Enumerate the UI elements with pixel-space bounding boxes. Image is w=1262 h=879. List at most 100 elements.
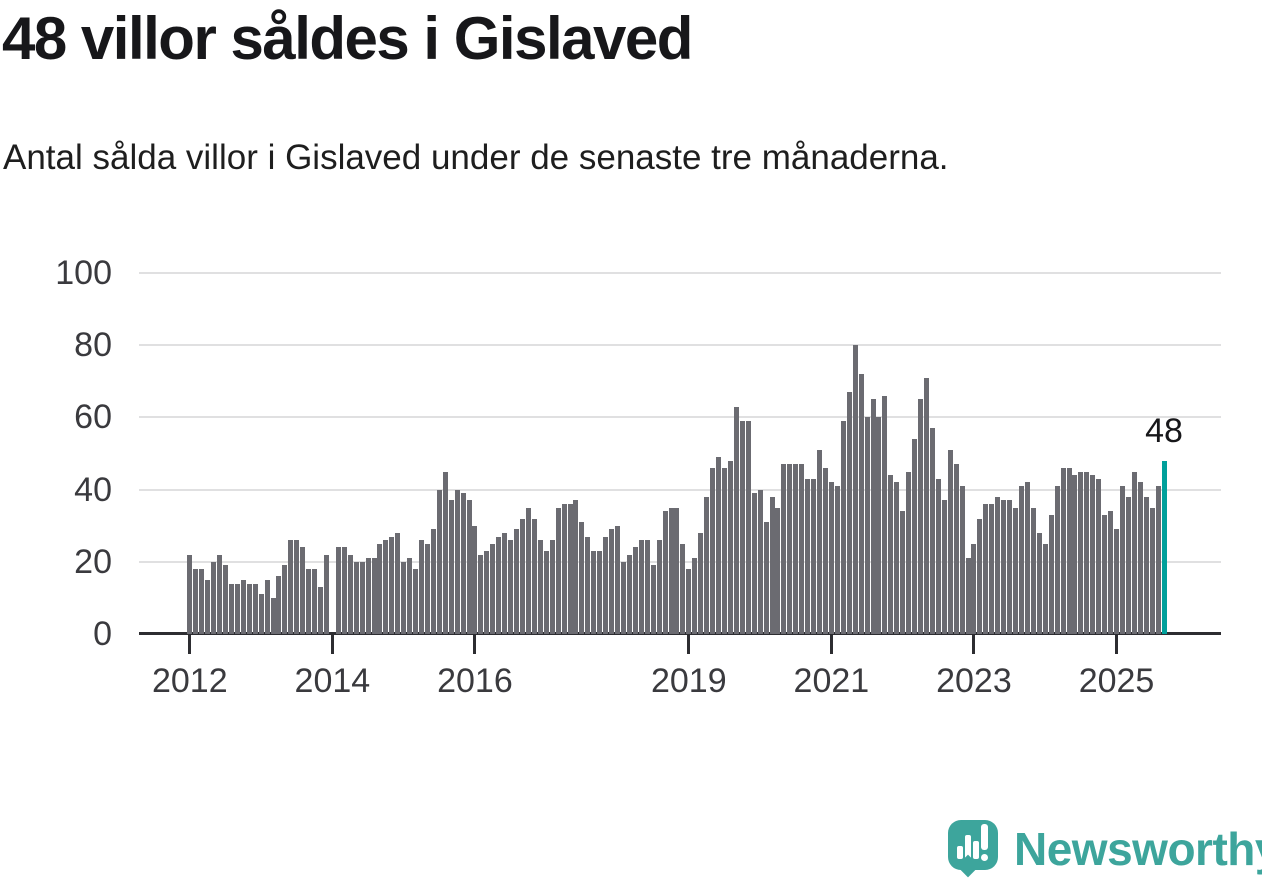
bar-2021-11 [888, 475, 894, 634]
bar-2014-8 [371, 558, 377, 634]
bar-2019-5 [710, 467, 716, 634]
bar-2013-11 [318, 587, 323, 634]
bar-2022-2 [906, 471, 912, 634]
bar-2016-9 [520, 518, 525, 634]
bar-2023-1 [971, 543, 977, 635]
bar-2023-5 [995, 496, 1001, 634]
bar-2025-8 [1155, 486, 1161, 634]
bar-2020-1 [757, 489, 763, 634]
bar-2012-4 [205, 579, 211, 634]
bar-2019-3 [698, 532, 704, 634]
gridline-y-80 [139, 344, 1221, 347]
bar-2016-2 [478, 554, 484, 634]
bar-2015-5 [424, 543, 430, 635]
bar-2022-12 [965, 558, 971, 634]
bar-2023-4 [989, 504, 995, 634]
bar-2020-3 [769, 496, 775, 634]
bar-2018-4 [632, 547, 638, 634]
gridline-y-20 [139, 560, 1221, 563]
bar-2020-4 [775, 507, 781, 634]
bar-2019-1 [686, 569, 692, 634]
gridline-y-100 [139, 272, 1221, 274]
bar-2013-6 [288, 540, 294, 634]
bar-2013-4 [276, 576, 282, 634]
bar-2016-11 [531, 518, 537, 634]
bar-2022-3 [912, 439, 917, 634]
gridline-y-60 [139, 416, 1221, 419]
y-axis-label-60: 60 [74, 398, 112, 437]
x-axis-tick-2023 [972, 635, 976, 654]
bar-2021-2 [834, 486, 840, 634]
bar-2018-7 [650, 565, 656, 634]
bar-2012-10 [240, 579, 246, 634]
y-axis-label-20: 20 [74, 542, 112, 581]
bar-2022-7 [935, 478, 941, 634]
bar-2013-10 [312, 569, 318, 634]
bar-2021-8 [870, 399, 876, 635]
bar-2024-11 [1102, 514, 1108, 634]
bar-2022-1 [900, 511, 906, 634]
bar-2017-2 [549, 540, 555, 634]
bar-2020-9 [805, 478, 811, 634]
bar-2020-11 [817, 449, 822, 634]
bar-2022-6 [929, 428, 935, 634]
bar-2017-12 [609, 529, 615, 634]
bar-2025-2 [1120, 486, 1125, 634]
bar-2015-6 [430, 529, 436, 634]
bar-2025-4 [1131, 471, 1137, 634]
bar-2016-5 [496, 536, 502, 634]
bar-2014-12 [395, 532, 401, 634]
bar-2025-6 [1143, 496, 1149, 634]
x-axis-label-2012: 2012 [151, 662, 228, 700]
bar-2021-7 [864, 417, 870, 634]
bar-2020-12 [822, 467, 828, 634]
bar-2021-6 [858, 374, 864, 634]
bar-2024-7 [1078, 471, 1084, 634]
bar-2025-1 [1114, 529, 1119, 634]
bar-2025-3 [1125, 496, 1131, 634]
x-axis-label-2025: 2025 [1078, 662, 1155, 700]
bar-2024-2 [1048, 514, 1054, 634]
x-axis-tick-2021 [829, 635, 833, 654]
bar-2012-6 [217, 554, 222, 634]
bar-2025-7 [1149, 507, 1155, 634]
bar-2022-9 [947, 449, 953, 634]
x-axis-line [139, 632, 1221, 635]
bar-2022-8 [941, 500, 947, 634]
bar-2019-10 [739, 421, 745, 634]
x-axis-tick-2025 [1115, 635, 1119, 654]
bar-2013-9 [306, 569, 312, 634]
bar-2012-1 [187, 554, 193, 634]
bar-2023-11 [1030, 507, 1036, 634]
bar-2021-4 [846, 392, 852, 634]
bar-2023-6 [1001, 500, 1007, 634]
bar-2019-12 [751, 493, 757, 634]
x-axis-label-2016: 2016 [437, 662, 513, 700]
bar-2023-8 [1013, 507, 1018, 634]
bar-2023-9 [1019, 486, 1024, 634]
bar-2013-2 [264, 579, 270, 634]
bar-2019-9 [733, 406, 739, 634]
bar-2013-8 [300, 547, 306, 634]
x-axis-tick-2014 [330, 635, 334, 654]
bar-2019-11 [745, 421, 751, 634]
gridline-y-40 [139, 488, 1221, 491]
bar-2014-11 [389, 536, 395, 634]
bar-2018-10 [668, 507, 674, 634]
bar-2012-9 [234, 583, 240, 634]
bar-2015-3 [413, 569, 418, 634]
bar-2018-2 [621, 561, 626, 634]
bar-2021-3 [840, 421, 846, 634]
bar-2020-6 [787, 464, 793, 634]
bar-2012-11 [246, 583, 252, 634]
bar-2024-5 [1066, 467, 1072, 634]
bar-2023-10 [1024, 482, 1030, 634]
bar-2021-9 [876, 417, 882, 634]
bar-2016-3 [484, 551, 490, 634]
bar-2017-8 [585, 536, 591, 634]
bar-2015-11 [460, 493, 466, 634]
logo-exclamation-dot-icon [981, 854, 988, 861]
x-axis-label-2023: 2023 [936, 662, 1012, 700]
bar-2016-12 [537, 540, 543, 634]
